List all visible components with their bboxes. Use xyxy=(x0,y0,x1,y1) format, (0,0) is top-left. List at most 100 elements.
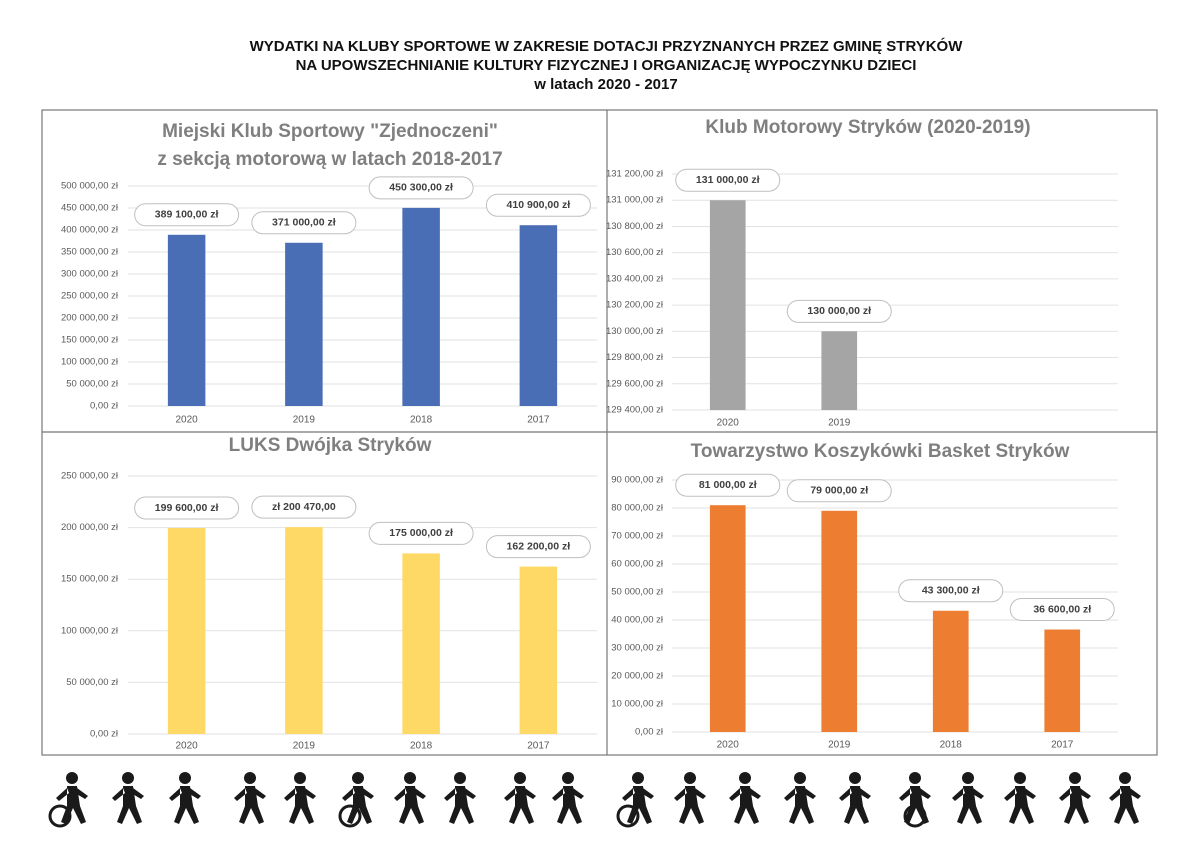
chart-title: Towarzystwo Koszykówki Basket Stryków xyxy=(691,441,1070,462)
y-tick-label: 400 000,00 zł xyxy=(61,225,119,236)
bar xyxy=(709,505,746,732)
silhouette-body xyxy=(342,786,374,824)
data-label: 199 600,00 zł xyxy=(155,502,219,514)
y-tick-label: 50 000,00 zł xyxy=(611,587,664,598)
data-label-box xyxy=(485,535,591,559)
bar xyxy=(932,610,969,732)
data-label-box xyxy=(134,496,240,520)
y-tick-label: 200 000,00 zł xyxy=(61,522,119,533)
silhouette-wheel xyxy=(616,804,640,828)
y-tick-label: 70 000,00 zł xyxy=(611,531,664,542)
silhouette-head xyxy=(122,772,134,784)
silhouette-head xyxy=(179,772,191,784)
silhouette-wheel xyxy=(48,804,72,828)
silhouette-body xyxy=(552,786,584,824)
silhouette-body xyxy=(234,786,266,824)
chart-title: Klub Motorowy Stryków (2020-2019) xyxy=(705,117,1030,138)
y-tick-label: 20 000,00 zł xyxy=(611,671,664,682)
data-label: 36 600,00 zł xyxy=(1033,603,1091,615)
y-tick-label: 131 000,00 zł xyxy=(606,195,664,206)
x-tick-label: 2020 xyxy=(176,415,199,426)
silhouette-body xyxy=(169,786,201,824)
data-label: 450 300,00 zł xyxy=(389,182,453,194)
y-tick-label: 10 000,00 zł xyxy=(611,699,664,710)
x-tick-label: 2017 xyxy=(1051,740,1074,751)
sport-silhouettes xyxy=(48,772,1141,828)
y-tick-label: 130 200,00 zł xyxy=(606,300,664,311)
silhouette-head xyxy=(909,772,921,784)
y-tick-label: 129 800,00 zł xyxy=(606,352,664,363)
x-tick-label: 2020 xyxy=(717,418,740,429)
silhouette-head xyxy=(244,772,256,784)
silhouette-body xyxy=(284,786,316,824)
y-tick-label: 500 000,00 zł xyxy=(61,181,119,192)
silhouette-head xyxy=(1119,772,1131,784)
data-label: 130 000,00 zł xyxy=(807,305,871,317)
bar xyxy=(285,527,323,734)
chart-title: LUKS Dwójka Stryków xyxy=(229,435,432,456)
y-tick-label: 350 000,00 zł xyxy=(61,247,119,258)
y-tick-label: 131 200,00 zł xyxy=(606,169,664,180)
y-tick-label: 50 000,00 zł xyxy=(66,379,119,390)
silhouette-head xyxy=(1069,772,1081,784)
y-tick-label: 40 000,00 zł xyxy=(611,615,664,626)
y-tick-label: 30 000,00 zł xyxy=(611,643,664,654)
chart-title: z sekcją motorową w latach 2018-2017 xyxy=(157,149,502,170)
bar xyxy=(709,200,746,410)
x-tick-label: 2018 xyxy=(410,415,433,426)
bar xyxy=(1044,629,1081,732)
data-label-box xyxy=(134,203,240,227)
y-tick-label: 150 000,00 zł xyxy=(61,574,119,585)
y-tick-label: 200 000,00 zł xyxy=(61,313,119,324)
y-tick-label: 129 600,00 zł xyxy=(606,378,664,389)
silhouette-body xyxy=(622,786,654,824)
x-tick-label: 2019 xyxy=(293,415,316,426)
x-tick-label: 2019 xyxy=(828,740,851,751)
y-tick-label: 450 000,00 zł xyxy=(61,203,119,214)
silhouette-head xyxy=(562,772,574,784)
silhouette-body xyxy=(729,786,761,824)
y-tick-label: 80 000,00 zł xyxy=(611,503,664,514)
y-tick-label: 250 000,00 zł xyxy=(61,291,119,302)
silhouette-head xyxy=(294,772,306,784)
y-tick-label: 0,00 zł xyxy=(90,729,119,740)
silhouette-head xyxy=(66,772,78,784)
silhouette-body xyxy=(674,786,706,824)
data-label-box xyxy=(898,579,1004,603)
data-label: zł 200 470,00 xyxy=(272,501,336,513)
y-tick-label: 90 000,00 zł xyxy=(611,475,664,486)
data-label-box xyxy=(251,211,357,235)
data-label: 175 000,00 zł xyxy=(389,527,453,539)
bar xyxy=(167,234,206,406)
y-tick-label: 130 800,00 zł xyxy=(606,221,664,232)
bar xyxy=(519,566,558,734)
silhouette-body xyxy=(112,786,144,824)
y-tick-label: 0,00 zł xyxy=(635,727,664,738)
bar xyxy=(519,225,558,406)
data-label-box xyxy=(786,299,892,323)
data-label: 79 000,00 zł xyxy=(810,485,868,497)
y-tick-label: 130 000,00 zł xyxy=(606,326,664,337)
data-label: 371 000,00 zł xyxy=(272,217,336,229)
y-tick-label: 0,00 zł xyxy=(90,401,119,412)
y-tick-label: 300 000,00 zł xyxy=(61,269,119,280)
bar xyxy=(402,207,440,406)
data-label-box xyxy=(485,193,591,217)
data-label: 162 200,00 zł xyxy=(507,540,571,552)
data-label-box xyxy=(786,479,892,503)
y-tick-label: 60 000,00 zł xyxy=(611,559,664,570)
silhouette-body xyxy=(394,786,426,824)
y-tick-label: 130 600,00 zł xyxy=(606,247,664,258)
data-label-box xyxy=(675,168,781,192)
y-tick-label: 250 000,00 zł xyxy=(61,471,119,482)
silhouette-head xyxy=(849,772,861,784)
main-title: WYDATKI NA KLUBY SPORTOWE W ZAKRESIE DOT… xyxy=(250,37,964,55)
silhouette-body xyxy=(56,786,88,824)
data-label-box xyxy=(368,176,474,200)
data-label-box xyxy=(675,473,781,497)
silhouette-head xyxy=(632,772,644,784)
x-tick-label: 2020 xyxy=(176,741,199,752)
main-title: w latach 2020 - 2017 xyxy=(533,76,677,93)
data-label: 131 000,00 zł xyxy=(696,174,760,186)
silhouette-head xyxy=(454,772,466,784)
